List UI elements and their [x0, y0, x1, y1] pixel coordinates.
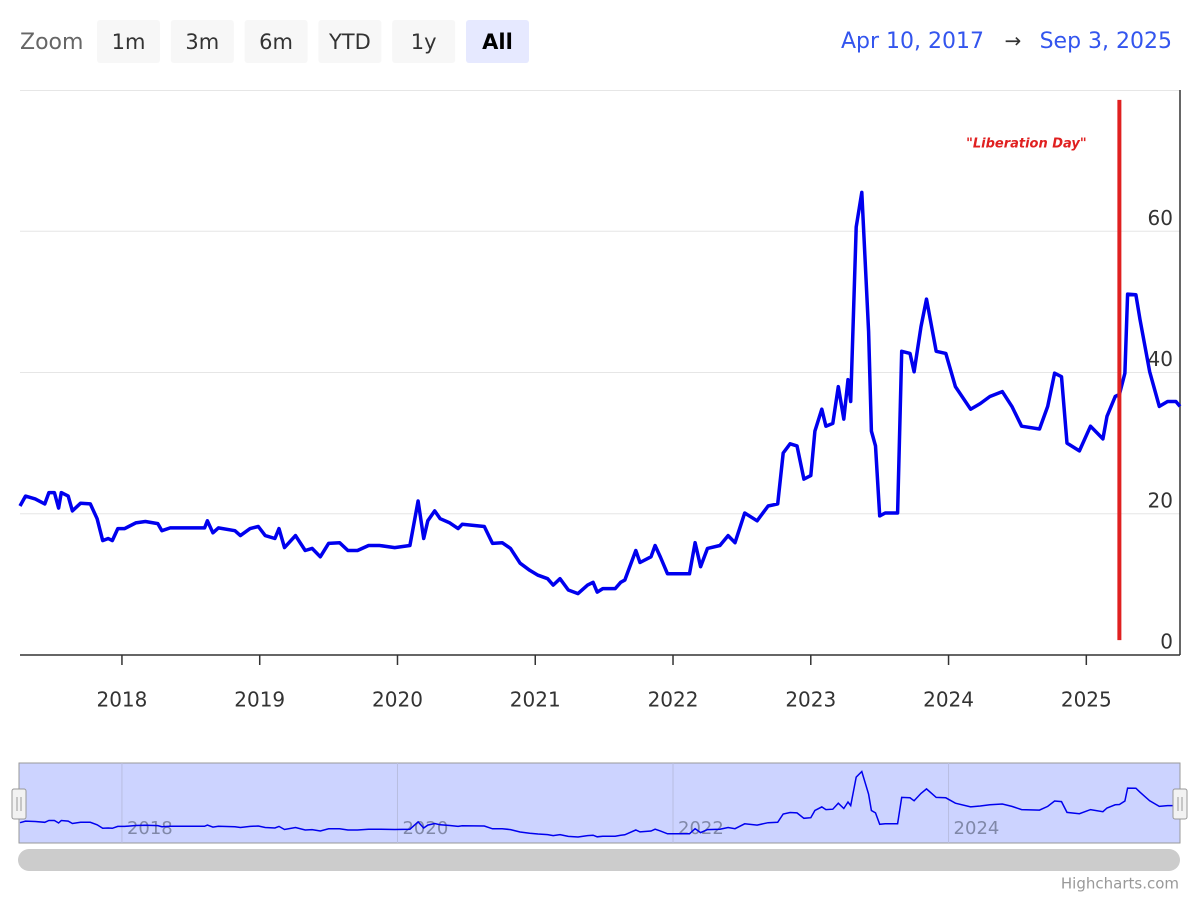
range-button-label[interactable]: All: [482, 30, 513, 54]
navigator-mask[interactable]: [18, 762, 1181, 844]
x-tick-label: 2025: [1061, 688, 1112, 712]
zoom-label: Zoom: [20, 30, 83, 55]
y-tick-label: 20: [1148, 488, 1173, 512]
x-tick-label: 2018: [96, 688, 147, 712]
range-from[interactable]: Apr 10, 2017: [841, 29, 984, 54]
navigator-tick-label: 2024: [954, 818, 1000, 839]
y-tick-label: 0: [1160, 630, 1173, 654]
y-tick-label: 40: [1148, 347, 1173, 371]
range-button-label[interactable]: 3m: [185, 30, 219, 54]
navigator-tick-label: 2018: [127, 818, 173, 839]
line-series: [18, 190, 1182, 596]
x-tick-label: 2022: [648, 688, 699, 712]
navigator-series: [19, 770, 1181, 838]
range-button[interactable]: [244, 20, 308, 63]
range-to[interactable]: Sep 3, 2025: [1040, 29, 1172, 54]
annotation-label: "Liberation Day": [966, 137, 1087, 152]
x-tick-label: 2024: [923, 688, 974, 712]
y-tick-label: 60: [1148, 206, 1173, 230]
credits[interactable]: Highcharts.com: [1061, 875, 1179, 893]
range-button[interactable]: [466, 20, 529, 63]
range-button-label[interactable]: YTD: [328, 30, 371, 54]
range-button-label[interactable]: 1m: [112, 30, 146, 54]
scrollbar[interactable]: [18, 849, 1180, 871]
range-button[interactable]: [170, 20, 234, 63]
range-button-label[interactable]: 1y: [411, 30, 437, 54]
range-arrow: →: [1005, 29, 1022, 53]
x-tick-label: 2020: [372, 688, 423, 712]
x-tick-label: 2023: [785, 688, 836, 712]
range-button-label[interactable]: 6m: [259, 30, 293, 54]
range-button[interactable]: [392, 20, 456, 63]
x-tick-label: 2019: [234, 688, 285, 712]
navigator-handle[interactable]: [11, 788, 27, 820]
navigator-tick-label: 2022: [678, 818, 724, 839]
range-button[interactable]: [97, 20, 160, 63]
range-button[interactable]: [318, 20, 382, 63]
x-tick-label: 2021: [510, 688, 561, 712]
navigator-handle[interactable]: [1172, 788, 1188, 820]
